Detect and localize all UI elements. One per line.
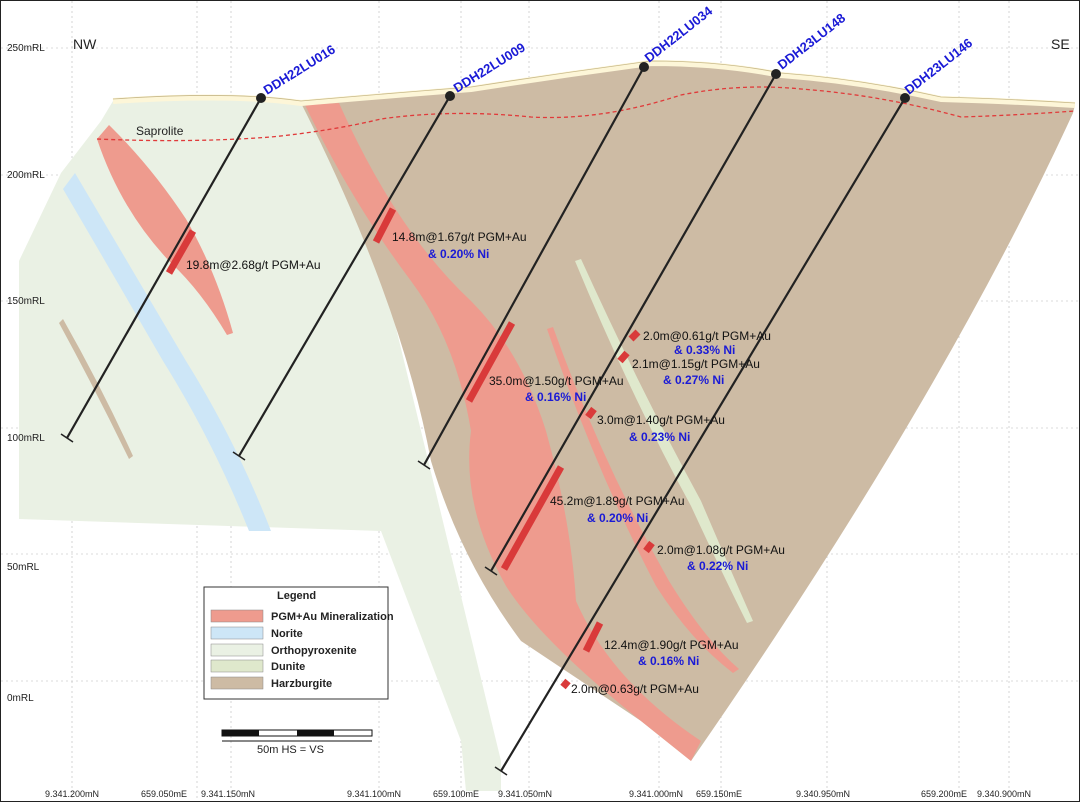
mineralization-nw-lens [97, 125, 233, 335]
legend-swatch-dunite [210, 659, 264, 673]
intercept-ni-label: & 0.16% Ni [525, 390, 586, 404]
easting-label: 9.340.950mN [796, 789, 850, 799]
legend-swatch-norite [210, 626, 264, 640]
easting-label: 659.050mE [141, 789, 187, 799]
collar-ddh22lu009 [445, 91, 455, 101]
elevation-label: 150mRL [7, 296, 45, 307]
elevation-label: 0mRL [7, 693, 34, 704]
collar-ddh22lu034 [639, 62, 649, 72]
hole-label-ddh23lu148: DDH23LU148 [775, 10, 849, 72]
easting-label: 9.341.050mN [498, 789, 552, 799]
saprolite-boundary [96, 86, 1076, 142]
hole-label-ddh23lu146: DDH23LU146 [902, 35, 976, 97]
legend-title: Legend [277, 590, 316, 602]
easting-label: 9.340.900mN [977, 789, 1031, 799]
legend-swatch-orthopyroxenite [210, 643, 264, 657]
elevation-label: 50mRL [7, 562, 40, 573]
easting-label: 9.341.200mN [45, 789, 99, 799]
drill-trace-ddh22lu034 [423, 66, 645, 466]
intercept-bar-5 [628, 329, 641, 342]
easting-axis: 9.341.200mN 659.050mE 9.341.150mN 9.341.… [45, 789, 1031, 799]
intercept-bar-1 [165, 229, 197, 275]
norite-unit [63, 173, 271, 531]
intercept-label: 14.8m@1.67g/t PGM+Au [392, 230, 527, 244]
drill-trace-ddh23lu148 [490, 73, 777, 572]
scale-bar-label: 50m HS = VS [257, 744, 324, 756]
legend-label: PGM+Au Mineralization [271, 611, 394, 623]
intercept-label: 2.0m@1.08g/t PGM+Au [657, 543, 785, 557]
hole-label-ddh22lu034: DDH22LU034 [642, 3, 716, 66]
mineralization-main [305, 103, 701, 761]
drill-trace-ddh23lu146 [500, 97, 906, 772]
intercept-label: 2.0m@0.61g/t PGM+Au [643, 329, 771, 343]
collar-ddh23lu148 [771, 69, 781, 79]
intercept-label: 3.0m@1.40g/t PGM+Au [597, 413, 725, 427]
collars [256, 62, 910, 103]
intercept-ni-label: & 0.33% Ni [674, 343, 735, 357]
dunite-stringer [575, 259, 753, 623]
intercept-bar-10 [560, 678, 571, 690]
intercept-label: 45.2m@1.89g/t PGM+Au [550, 494, 685, 508]
elevation-label: 100mRL [7, 433, 45, 444]
easting-label: 9.341.000mN [629, 789, 683, 799]
intercept-label: 2.0m@0.63g/t PGM+Au [571, 682, 699, 696]
legend-label: Dunite [271, 661, 305, 673]
intercept-ni-label: & 0.27% Ni [663, 373, 724, 387]
hole-label-ddh22lu016: DDH22LU016 [261, 42, 338, 98]
intercept-bars [165, 207, 655, 690]
intercept-bar-4 [500, 465, 565, 571]
drill-trace-ddh22lu016 [66, 97, 262, 439]
intercept-bar-9 [582, 621, 604, 653]
drill-holes [60, 66, 906, 776]
collar-ddh23lu146 [900, 93, 910, 103]
scale-bar: 50m HS = VS [221, 729, 373, 756]
surface-line [112, 59, 1076, 108]
harzburgite-unit [301, 63, 1075, 761]
saprolite-label: Saprolite [136, 124, 184, 138]
intercept-label: 19.8m@2.68g/t PGM+Au [186, 258, 321, 272]
intercept-bar-6 [617, 350, 630, 364]
legend-label: Orthopyroxenite [271, 645, 357, 657]
legend-swatch-mineralization [210, 609, 264, 623]
intercept-bar-3 [465, 321, 516, 403]
legend-swatch-harzburgite [210, 676, 264, 690]
intercept-bar-2 [372, 207, 397, 244]
intercept-ni-label: & 0.23% Ni [629, 430, 690, 444]
intercept-label: 12.4m@1.90g/t PGM+Au [604, 638, 739, 652]
legend-label: Harzburgite [271, 678, 332, 690]
legend: Legend PGM+Au Mineralization Norite Orth… [203, 586, 394, 700]
drill-trace-ddh22lu009 [238, 95, 451, 457]
direction-se: SE [1051, 36, 1070, 52]
elevation-label: 250mRL [7, 43, 45, 54]
easting-label: 9.341.100mN [347, 789, 401, 799]
intercept-bar-7 [585, 406, 597, 420]
intercept-ni-label: & 0.22% Ni [687, 559, 748, 573]
intercept-bar-8 [643, 540, 655, 554]
intercept-ni-label: & 0.20% Ni [587, 511, 648, 525]
easting-label: 659.100mE [433, 789, 479, 799]
easting-label: 9.341.150mN [201, 789, 255, 799]
surface-edge [112, 60, 1076, 104]
easting-label: 659.200mE [921, 789, 967, 799]
elevation-axis: 250mRL 200mRL 150mRL 100mRL 50mRL 0mRL [7, 43, 45, 704]
direction-nw: NW [73, 36, 97, 52]
intercept-ni-label: & 0.16% Ni [638, 654, 699, 668]
intercept-ni-label: & 0.20% Ni [428, 247, 489, 261]
elevation-label: 200mRL [7, 170, 45, 181]
intercept-labels: 19.8m@2.68g/t PGM+Au 14.8m@1.67g/t PGM+A… [186, 230, 785, 696]
intercept-label: 35.0m@1.50g/t PGM+Au [489, 374, 624, 388]
collar-ddh22lu016 [256, 93, 266, 103]
intercept-label: 2.1m@1.15g/t PGM+Au [632, 357, 760, 371]
easting-label: 659.150mE [696, 789, 742, 799]
legend-label: Norite [271, 628, 303, 640]
